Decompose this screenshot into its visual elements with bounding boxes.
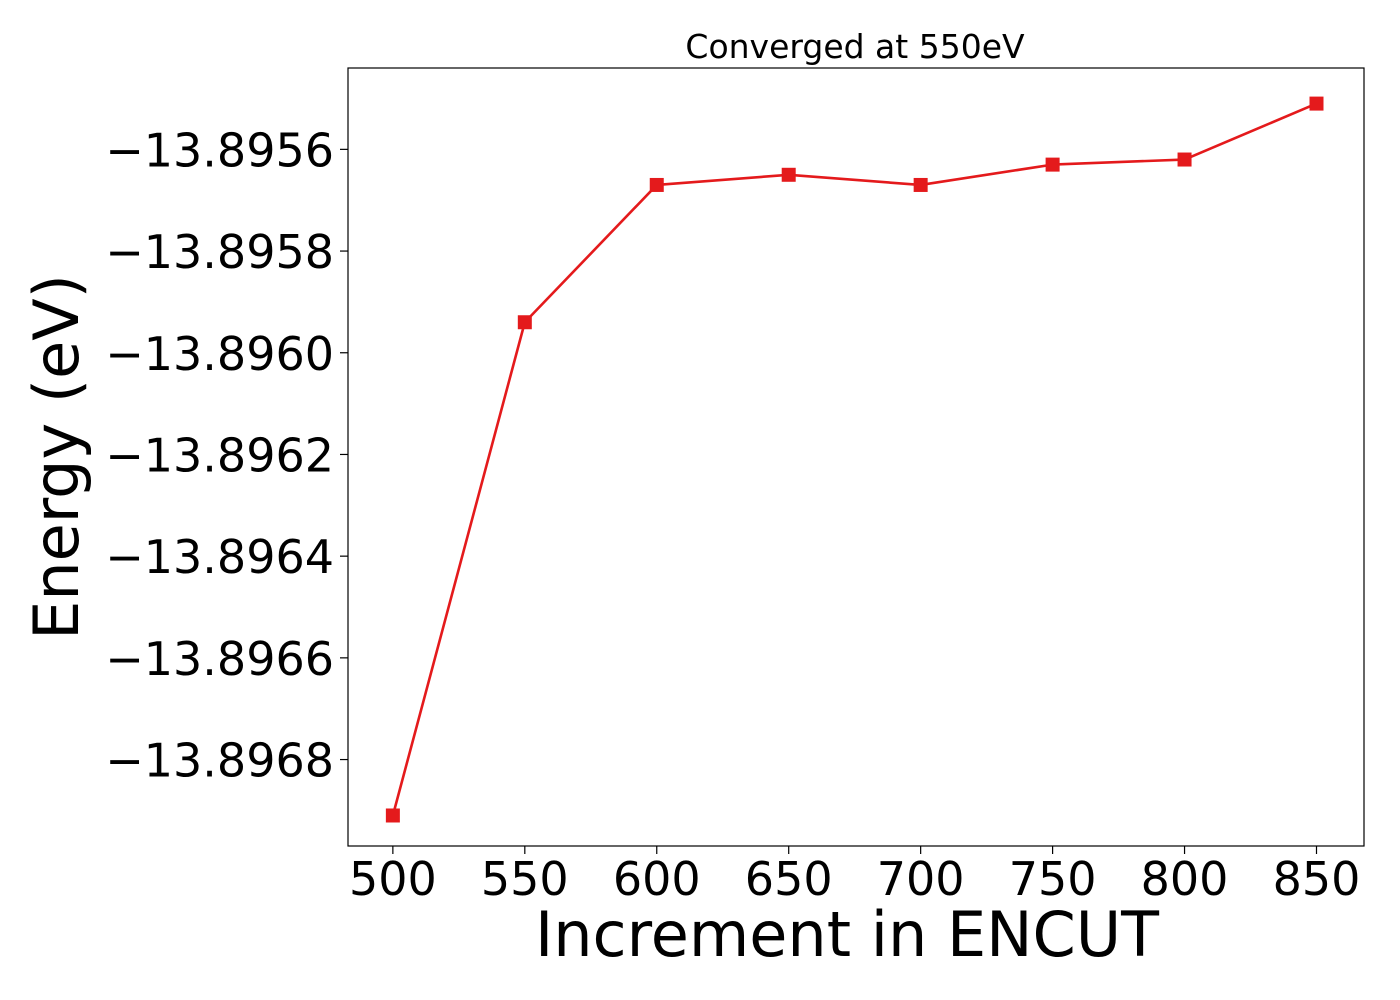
y-tick-label: −13.8962 [105,428,334,482]
data-point-marker [1309,96,1324,111]
x-tick-label: 850 [1273,852,1361,906]
chart-title: Converged at 550eV [685,27,1025,66]
data-point-marker [781,167,796,182]
series-group [385,96,1324,823]
x-tick-label: 700 [877,852,965,906]
x-tick-label: 550 [481,852,569,906]
x-tick-label: 800 [1141,852,1229,906]
x-tick-label: 750 [1009,852,1097,906]
y-tick-label: −13.8968 [105,734,334,788]
data-point-marker [1045,157,1060,172]
data-point-marker [913,177,928,192]
y-tick-label: −13.8960 [105,327,334,381]
data-point-marker [1177,152,1192,167]
series-line [391,102,1318,816]
x-tick-label: 500 [349,852,437,906]
y-axis-ticks: −13.8956 −13.8958 −13.8960 −13.8962 −13.8964… [105,123,348,788]
y-tick-label: −13.8956 [105,123,334,177]
x-axis-ticks: 500 550 600 650 700 750 800 850 [349,846,1360,906]
y-tick-label: −13.8958 [105,225,334,279]
data-point-marker [385,808,400,823]
y-axis-label: Energy (eV) [20,274,93,640]
x-axis-label: Increment in ENCUT [535,898,1160,971]
data-point-marker [649,177,664,192]
data-point-marker [517,315,532,330]
y-tick-label: −13.8964 [105,530,334,584]
plot-frame [347,67,1365,847]
x-tick-label: 600 [613,852,701,906]
x-tick-label: 650 [745,852,833,906]
y-tick-label: −13.8966 [105,632,334,686]
